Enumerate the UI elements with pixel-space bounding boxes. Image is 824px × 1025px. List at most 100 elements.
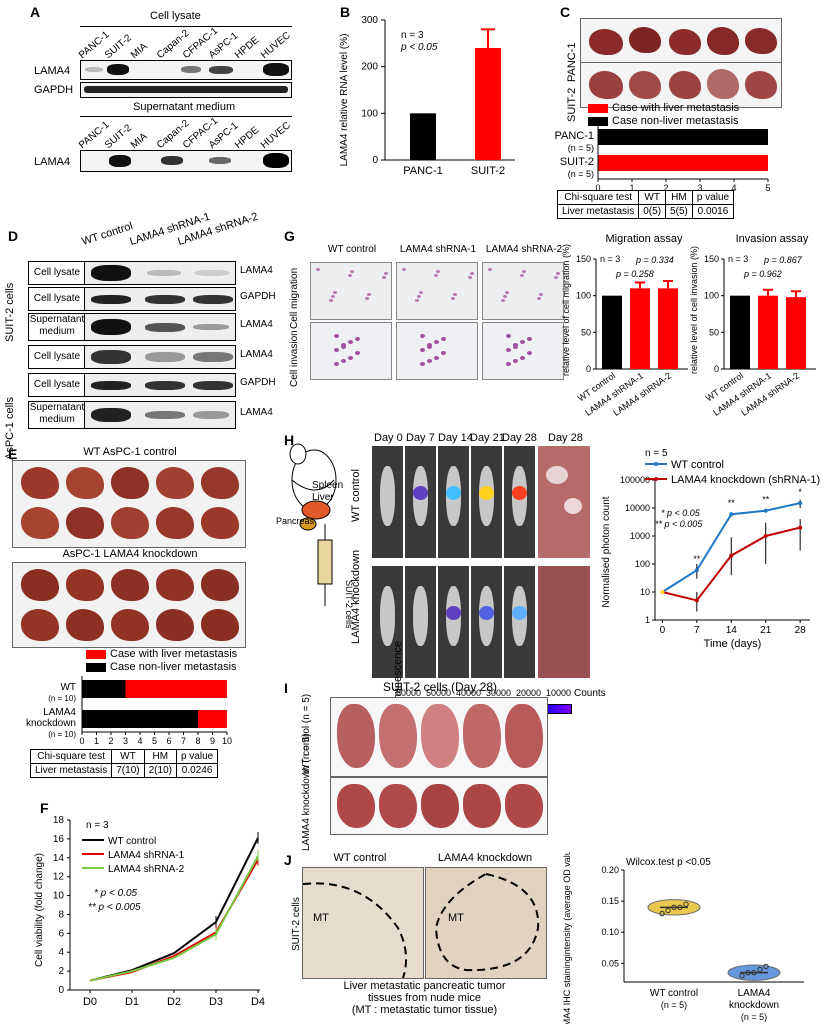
g-cell (382, 276, 386, 279)
j-xlabel-kd-n: (n = 5) (741, 1012, 767, 1022)
i-title: SUIT-2 cells (Day 28) (382, 680, 498, 694)
g-chart-title: Invasion assay (736, 233, 809, 245)
lane-label: MIA (128, 131, 150, 151)
b-bar (475, 48, 501, 160)
d-band (193, 380, 233, 390)
supernatant-title: Supernatant medium (133, 101, 236, 113)
h-point (763, 534, 768, 538)
g-cell (402, 268, 406, 271)
h-ytick-label: 10000 (625, 503, 650, 513)
h-legend-marker (654, 477, 658, 481)
j-side-label: SUIT-2 cells (291, 897, 302, 951)
e-xtick-label: 4 (137, 736, 142, 746)
h-ylabel: Normalised photon count (601, 496, 612, 607)
f-ytick-label: 10 (53, 891, 65, 902)
g-ylabel: relative level of cell invasion (%) (689, 246, 699, 374)
e-xtick-label: 6 (166, 736, 171, 746)
c-row-label-panc1: PANC-1 (566, 42, 578, 82)
d-row-label-frame: Cell lysate (28, 345, 86, 369)
h-lum-signal (512, 606, 527, 620)
g-cell-cluster (527, 337, 532, 341)
e-xtick-label: 8 (195, 736, 200, 746)
h-ytick-label: 100 (635, 559, 650, 569)
h-xtick-label: 0 (660, 625, 666, 636)
i-photo-wt (330, 697, 548, 777)
g-cell (453, 293, 457, 296)
h-point (798, 501, 803, 506)
j-ytick-label: 0.05 (601, 958, 619, 968)
d-blot (84, 401, 236, 429)
e-liver (111, 467, 149, 499)
h-ytick-label: 100000 (620, 475, 650, 485)
g-cell-cluster (420, 348, 425, 352)
d-band (91, 380, 131, 390)
i-liver (505, 784, 543, 828)
e-liver (201, 467, 239, 499)
g-cell (470, 272, 474, 275)
g-stat-p1: p = 0.334 (635, 255, 674, 265)
panel-i-label: I (284, 680, 288, 696)
h-xtick-label: 7 (694, 625, 700, 636)
d-row-left-label: Cell lysate (33, 351, 81, 362)
g-cell-cluster (513, 345, 518, 349)
f-legend-label: WT control (108, 836, 156, 847)
g-cell-cluster (341, 359, 346, 363)
g-cell (537, 297, 541, 300)
j-point (677, 904, 683, 911)
g-cell-cluster (520, 340, 525, 344)
g-cell (505, 291, 509, 294)
e-title-wt: WT AsPC-1 control (83, 446, 177, 458)
e-liver (21, 507, 59, 539)
g-cell-cluster (334, 362, 339, 366)
syringe (317, 539, 333, 585)
panel-g-label: G (284, 228, 295, 244)
j-xlabel-kd: LAMA4 (738, 988, 771, 999)
e-liver (66, 507, 104, 539)
g-cell-cluster (348, 356, 353, 360)
e-liver (66, 467, 104, 499)
c-legend-non: Case non-liver metastasis (588, 115, 739, 127)
h-day-label: Day 28 (502, 432, 537, 444)
e-segment (82, 710, 198, 728)
j-ylabel: LAMA4 IHC stainingintensity (average OD … (562, 852, 572, 1024)
b-bar (410, 113, 436, 160)
lane-label: MIA (128, 41, 150, 61)
i-liver (505, 704, 543, 768)
e-ylabel: (n = 10) (48, 730, 76, 739)
e-stats-table: Chi-square test WT HM p value Liver metasta… (29, 749, 219, 778)
d-band (91, 408, 131, 422)
h-legend-label: WT control (671, 459, 724, 471)
d-band (91, 265, 131, 281)
h-mouse-frame (471, 446, 502, 558)
j-mt-wt: MT (313, 912, 329, 924)
g-cell-cluster (520, 356, 525, 360)
d-band (193, 352, 233, 362)
d-band (145, 294, 185, 304)
h-mouse-body (380, 466, 395, 526)
h-mouse-frame (405, 566, 436, 678)
g-column-title: LAMA4 shRNA-1 (399, 244, 477, 255)
lum-unit: Counts (574, 688, 606, 699)
g-stat-p2: p = 0.258 (615, 269, 654, 279)
j-ihc-wt: MT (302, 867, 424, 979)
row-label-lama4-sup: LAMA4 (34, 156, 71, 168)
g-cell (503, 295, 507, 298)
e-liver (21, 569, 59, 601)
f-ytick-label: 16 (53, 834, 65, 845)
j-title-wt: WT control (333, 852, 387, 864)
b-ylabel: LAMA4 relative RNA level (%) (339, 34, 350, 167)
g-row-migration: Cell migration (289, 267, 300, 329)
g-ytick-label: 0 (714, 364, 719, 374)
h-mouse-frame (438, 446, 469, 558)
g-cell-cluster (341, 345, 346, 349)
d-row-left-label: Supernatant medium (29, 402, 85, 425)
f-xtick-label: D1 (125, 996, 139, 1008)
c-xtick-label: 5 (765, 183, 770, 193)
g-cell-cluster (355, 351, 360, 355)
g-cell-cluster (427, 343, 432, 347)
g-cell-cluster (427, 345, 432, 349)
g-chart-title: Migration assay (605, 233, 683, 245)
e-xtick-label: 9 (210, 736, 215, 746)
i-liver (463, 704, 501, 768)
